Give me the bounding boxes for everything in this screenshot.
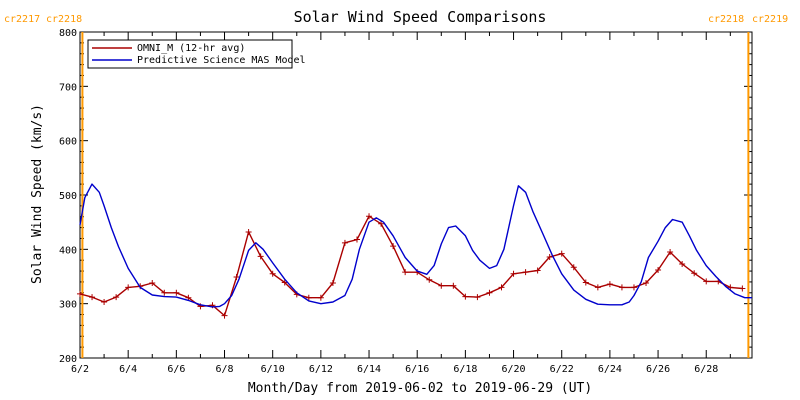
y-tick-label: 200 [59, 354, 77, 365]
x-tick-label: 6/28 [694, 364, 718, 375]
legend-label-omni: OMNI_M (12-hr avg) [137, 43, 245, 54]
omni-data-point [594, 284, 601, 291]
omni-data-point [667, 249, 674, 256]
cr-left-label-1: cr2217 [4, 14, 40, 25]
omni-data-point [269, 270, 276, 277]
x-tick-label: 6/6 [167, 364, 185, 375]
y-tick-label: 700 [59, 82, 77, 93]
omni-data-point [486, 289, 493, 296]
x-tick-label: 6/12 [309, 364, 333, 375]
series-mas-line [79, 183, 752, 308]
omni-data-point [77, 290, 83, 297]
y-tick-label: 600 [59, 137, 77, 148]
omni-data-point [498, 284, 505, 291]
omni-data-point [317, 294, 324, 301]
omni-data-point [161, 289, 168, 296]
omni-data-point [643, 280, 650, 287]
omni-data-point [329, 280, 336, 287]
x-tick-label: 6/14 [357, 364, 381, 375]
omni-data-point [221, 312, 228, 319]
cr-left-label-2: cr2218 [46, 14, 82, 25]
omni-data-point [341, 239, 348, 246]
x-tick-label: 6/16 [405, 364, 429, 375]
chart-title: Solar Wind Speed Comparisons [294, 8, 547, 26]
x-tick-label: 6/22 [550, 364, 574, 375]
omni-data-point [450, 282, 457, 289]
omni-data-point [703, 278, 710, 285]
y-tick-label: 300 [59, 300, 77, 311]
omni-data-point [546, 253, 553, 260]
legend-box [87, 39, 293, 69]
y-tick-label: 500 [59, 191, 77, 202]
omni-data-point [366, 213, 373, 220]
legend: OMNI_M (12-hr avg) Predictive Science MA… [87, 39, 306, 69]
x-tick-label: 6/10 [261, 364, 285, 375]
omni-data-point [558, 250, 565, 257]
omni-data-point [630, 284, 637, 291]
cr-right-label-1: cr2218 [708, 14, 744, 25]
omni-data-point [438, 282, 445, 289]
omni-data-point [353, 236, 360, 243]
omni-data-point [655, 266, 662, 273]
cr-right-label-2: cr2219 [752, 14, 788, 25]
omni-data-point [534, 267, 541, 274]
omni-data-point [691, 270, 698, 277]
omni-data-point [257, 253, 264, 260]
x-tick-label: 6/2 [71, 364, 89, 375]
omni-data-point [510, 270, 517, 277]
omni-data-point [101, 299, 108, 306]
y-tick-label: 800 [59, 28, 77, 39]
x-axis-label: Month/Day from 2019-06-02 to 2019-06-29 … [248, 381, 592, 396]
omni-data-point [606, 281, 613, 288]
omni-data-point [173, 289, 180, 296]
x-tick-label: 6/26 [646, 364, 670, 375]
omni-data-point [245, 228, 252, 235]
omni-data-point [739, 285, 746, 292]
plot-frame [79, 31, 753, 359]
omni-data-point [582, 279, 589, 286]
x-tick-label: 6/24 [598, 364, 622, 375]
omni-data-point [390, 243, 397, 250]
omni-data-point [402, 269, 409, 276]
x-tick-label: 6/18 [453, 364, 477, 375]
legend-label-mas: Predictive Science MAS Model [137, 55, 306, 66]
omni-data-point [522, 269, 529, 276]
omni-data-point [89, 294, 96, 301]
omni-data-point [305, 294, 312, 301]
y-axis-label: Solar Wind Speed (km/s) [30, 104, 45, 284]
omni-data-point [618, 284, 625, 291]
omni-data-point [125, 284, 132, 291]
x-tick-label: 6/20 [502, 364, 526, 375]
omni-data-point [474, 294, 481, 301]
series-omni-line [79, 215, 743, 317]
x-tick-label: 6/8 [215, 364, 233, 375]
omni-data-point [426, 276, 433, 283]
omni-data-point [113, 294, 120, 301]
x-tick-label: 6/4 [119, 364, 137, 375]
y-tick-label: 400 [59, 245, 77, 256]
omni-data-point [378, 220, 385, 227]
omni-data-point [462, 293, 469, 300]
plot-area: 200 300 400 500 600 700 800 6/2 6/4 6/6 6/8 6/10 6/1… [59, 28, 753, 375]
omni-data-point [679, 261, 686, 268]
omni-data-point [570, 264, 577, 271]
omni-data-point [149, 280, 156, 287]
omni-data-point [233, 274, 240, 281]
